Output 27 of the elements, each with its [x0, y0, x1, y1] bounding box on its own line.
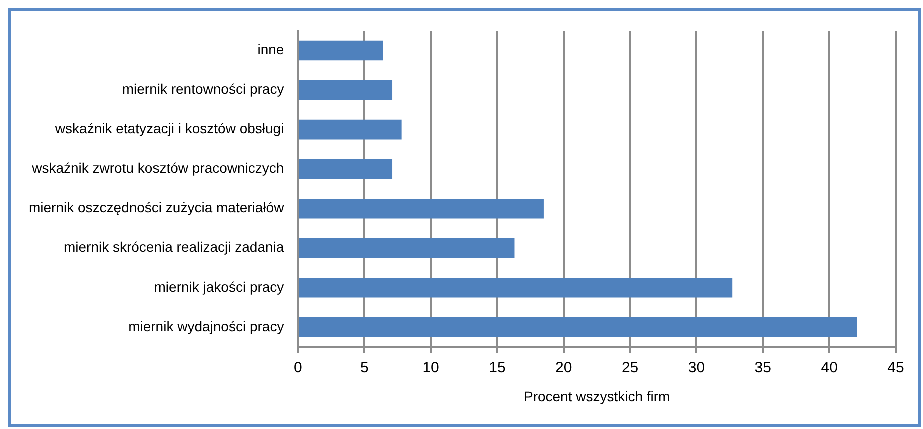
- x-tick-label: 20: [556, 359, 572, 376]
- x-tick-label: 45: [888, 359, 904, 376]
- bar: [299, 80, 393, 100]
- bar: [299, 40, 384, 61]
- x-axis-title: Procent wszystkich firm: [524, 388, 670, 404]
- bar: [299, 198, 544, 219]
- x-tick-label: 0: [294, 359, 302, 376]
- bar: [299, 159, 393, 180]
- x-tick-label: 5: [360, 359, 369, 376]
- bar: [299, 238, 515, 258]
- y-tick-label: miernik rentowności pracy: [122, 81, 284, 98]
- x-tick-label: 15: [489, 359, 506, 376]
- x-tick-label: 25: [622, 359, 639, 376]
- y-tick-label: miernik wydajności pracy: [128, 318, 284, 334]
- y-tick-label: miernik oszczędności zużycia materiałów: [28, 200, 286, 216]
- y-tick-label: wskaźnik zwrotu kosztów pracowniczych: [31, 160, 284, 176]
- y-tick-label: wskaźnik etatyzacji i kosztów obsługi: [54, 120, 284, 137]
- x-tick-label: 30: [688, 359, 706, 376]
- x-tick-label: 10: [422, 359, 440, 376]
- y-tick-label: miernik skrócenia realizacji zadania: [64, 239, 284, 256]
- bar: [299, 318, 858, 338]
- bar: [299, 120, 402, 140]
- y-tick-label: inne: [258, 42, 284, 58]
- y-tick-label: miernik jakości pracy: [154, 278, 284, 295]
- x-tick-label: 40: [821, 359, 838, 376]
- bar: [299, 278, 733, 298]
- x-tick-label: 35: [754, 359, 772, 376]
